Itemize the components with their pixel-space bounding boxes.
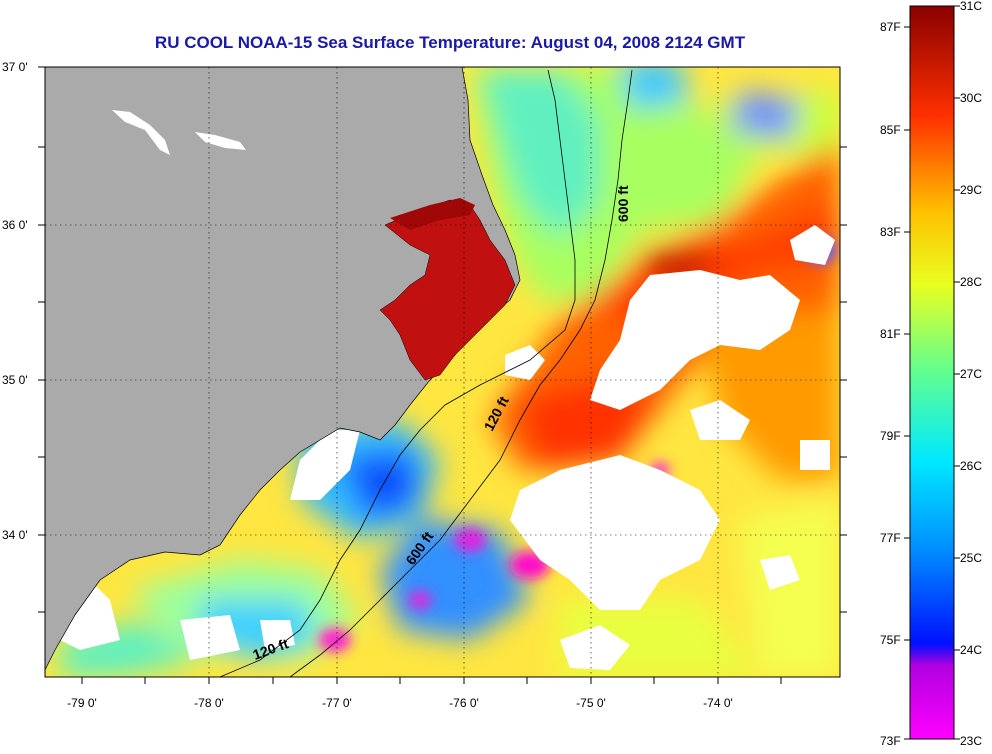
lat-label-36: 36 0' bbox=[2, 218, 28, 232]
lake-2 bbox=[195, 132, 246, 150]
albemarle-sound bbox=[390, 198, 475, 230]
map-frame bbox=[44, 66, 841, 678]
cb-f-83: 83F bbox=[880, 225, 901, 239]
lon-label-74: -74 0' bbox=[703, 696, 733, 710]
cb-f-73: 73F bbox=[880, 734, 901, 748]
cb-c-29: 29C bbox=[960, 183, 982, 197]
lake-1 bbox=[112, 110, 170, 155]
cb-c-23: 23C bbox=[960, 734, 982, 748]
lon-label-75: -75 0' bbox=[576, 696, 606, 710]
cb-f-79: 79F bbox=[880, 429, 901, 443]
cb-f-85: 85F bbox=[880, 123, 901, 137]
map-title: RU COOL NOAA-15 Sea Surface Temperature:… bbox=[154, 33, 746, 52]
cb-f-77: 77F bbox=[880, 531, 901, 545]
lat-label-37: 37 0' bbox=[2, 60, 28, 74]
colorbar bbox=[909, 5, 955, 740]
lon-label-78: -78 0' bbox=[194, 696, 224, 710]
cb-c-26: 26C bbox=[960, 459, 982, 473]
cb-c-27: 27C bbox=[960, 367, 982, 381]
axis-ticks bbox=[38, 66, 847, 684]
cb-c-25: 25C bbox=[960, 551, 982, 565]
map-panel bbox=[45, 67, 840, 677]
clouds bbox=[60, 225, 835, 670]
cb-f-81: 81F bbox=[880, 327, 901, 341]
cb-c-28: 28C bbox=[960, 275, 982, 289]
pamlico-sound bbox=[379, 199, 516, 381]
lon-label-76: -76 0' bbox=[449, 696, 479, 710]
lat-label-35: 35 0' bbox=[2, 373, 28, 387]
lat-label-34: 34 0' bbox=[2, 528, 28, 542]
cb-c-24: 24C bbox=[960, 643, 982, 657]
depth-label-600-north: 600 ft bbox=[615, 185, 631, 222]
bathymetry-lines bbox=[219, 69, 633, 677]
colorbar-ticks bbox=[904, 5, 960, 740]
cb-c-30: 30C bbox=[960, 91, 982, 105]
cb-f-87: 87F bbox=[880, 20, 901, 34]
grid-lines bbox=[45, 67, 840, 677]
lon-label-79: -79 0' bbox=[67, 696, 97, 710]
cb-f-75: 75F bbox=[880, 633, 901, 647]
lon-label-77: -77 0' bbox=[322, 696, 352, 710]
cb-c-31: 31C bbox=[960, 0, 982, 13]
